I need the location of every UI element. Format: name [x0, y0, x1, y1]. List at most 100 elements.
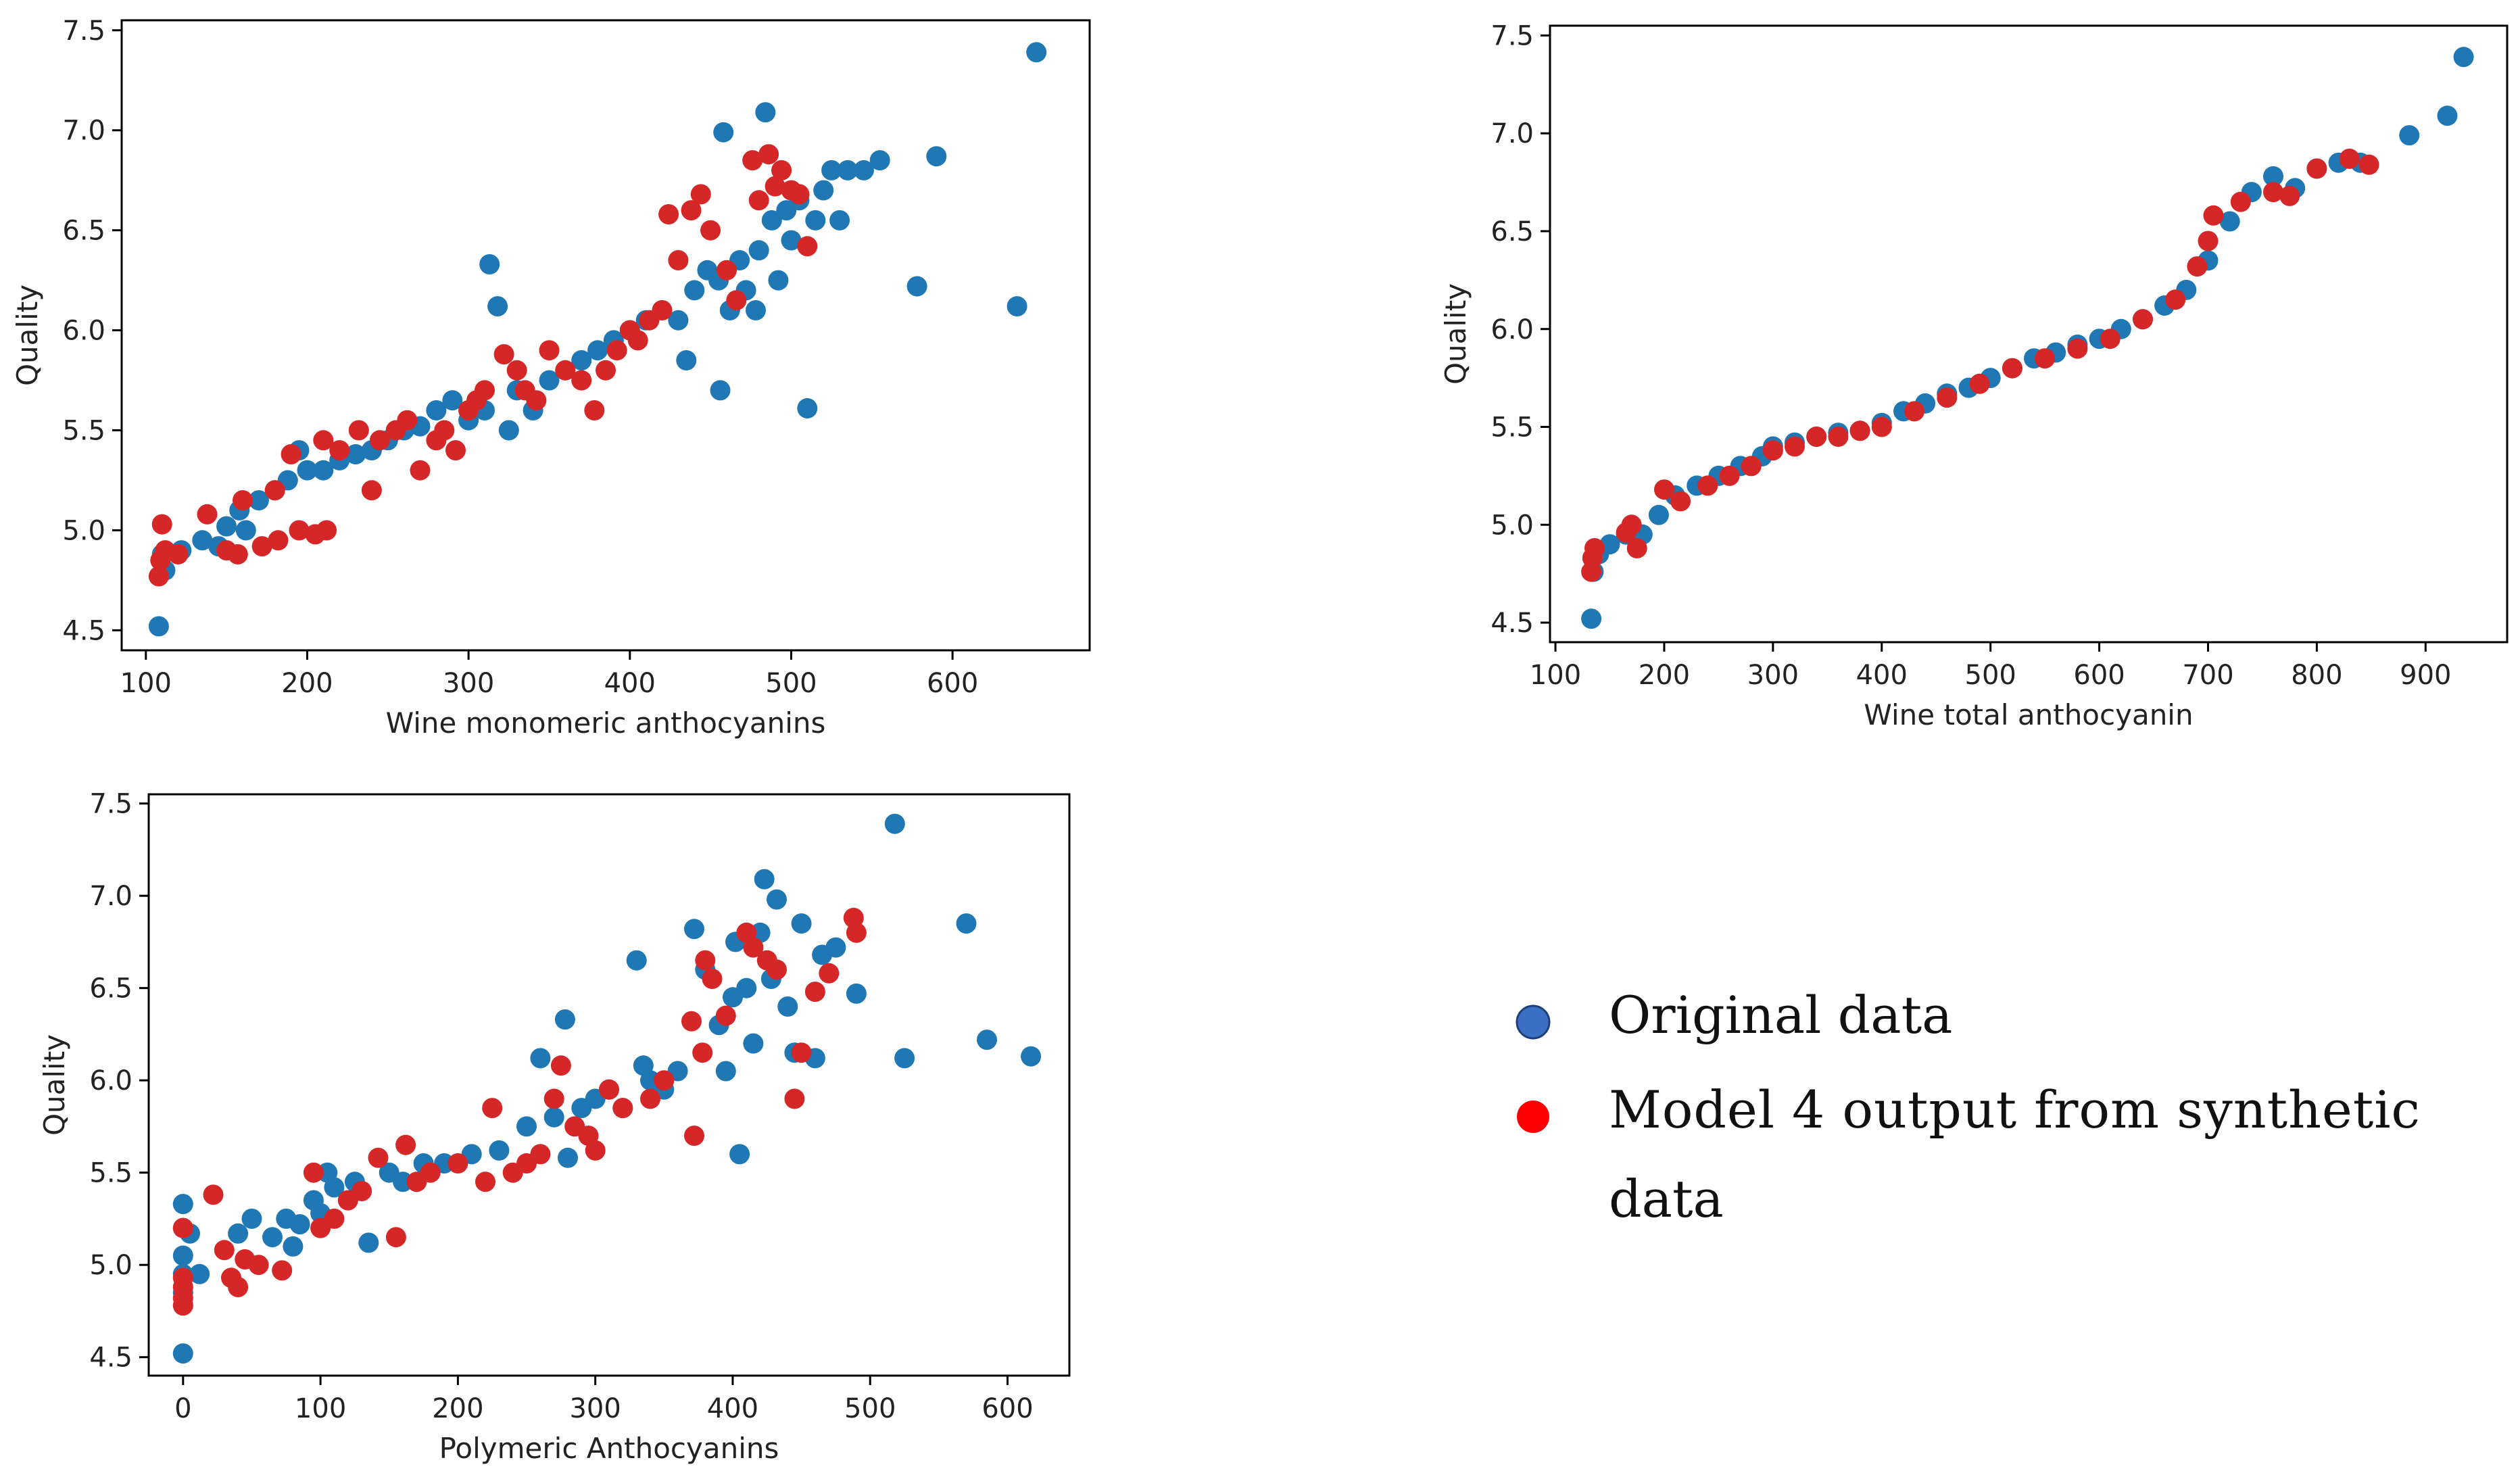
synthetic-point: [272, 1260, 293, 1281]
original-point: [668, 310, 689, 331]
original-point: [587, 340, 608, 361]
original-point: [479, 254, 500, 274]
synthetic-point: [482, 1098, 503, 1119]
chart-total-anthocyanin: 100 200 300 400 500 600 700 800 900 4.5 5.0 5.5 6.0 6…: [1439, 20, 2509, 731]
synthetic-point: [555, 360, 576, 381]
synthetic-point: [2133, 309, 2153, 330]
synthetic-point: [397, 410, 418, 431]
synthetic-point: [2100, 329, 2121, 349]
synthetic-point: [1937, 387, 1958, 408]
synthetic-point: [1762, 440, 1783, 461]
synthetic-point: [348, 420, 369, 441]
synthetic-point: [313, 430, 334, 451]
original-point: [543, 1107, 564, 1128]
synthetic-point: [420, 1162, 441, 1183]
synthetic-point: [214, 1240, 235, 1261]
synthetic-point: [1741, 456, 1762, 477]
original-point: [516, 1116, 537, 1137]
original-point: [729, 1144, 750, 1165]
synthetic-point: [197, 504, 218, 525]
synthetic-point: [2198, 231, 2219, 251]
synthetic-point: [539, 340, 560, 361]
plot-frame: [1549, 24, 2509, 644]
original-point: [956, 913, 977, 934]
synthetic-point: [475, 380, 495, 401]
original-point: [1648, 504, 1669, 525]
synthetic-point: [2263, 182, 2283, 203]
original-point: [313, 460, 334, 481]
synthetic-point: [2279, 185, 2300, 206]
synthetic-point: [445, 440, 466, 461]
synthetic-point: [765, 176, 785, 197]
y-tick-label: 6.0: [62, 316, 105, 347]
y-tick-label: 7.5: [62, 16, 105, 47]
x-tick-label: 0: [174, 1393, 191, 1424]
synthetic-point: [2230, 191, 2251, 212]
original-point: [713, 122, 734, 143]
synthetic-point: [684, 1126, 704, 1146]
synthetic-point: [742, 150, 763, 171]
synthetic-point: [627, 330, 648, 351]
chart-polymeric-anthocyanins: 0 100 200 300 400 500 600 4.5 5.0 5.5 6.0 6.5 7.0 7.5…: [38, 789, 1071, 1465]
synthetic-point: [599, 1079, 619, 1100]
synthetic-point: [475, 1171, 495, 1192]
original-point: [977, 1030, 997, 1050]
x-tick-label: 200: [1639, 660, 1690, 691]
original-point: [558, 1147, 578, 1168]
original-point: [768, 270, 789, 291]
original-point: [216, 516, 237, 537]
original-point: [838, 160, 858, 180]
synthetic-point: [571, 370, 592, 391]
original-point: [710, 380, 731, 401]
original-point: [1026, 42, 1047, 63]
y-tick-label: 6.5: [89, 973, 132, 1005]
legend-original-dot-icon: [1516, 1005, 1551, 1040]
synthetic-point: [681, 1011, 702, 1032]
synthetic-point: [281, 444, 301, 464]
original-point: [846, 983, 867, 1004]
synthetic-point: [692, 1042, 713, 1063]
chart-monomeric-anthocyanins: 100 200 300 400 500 600 4.5 5.0 5.5 6.0 6.5 7.0 7.5 W…: [11, 16, 1091, 740]
x-tick-label: 600: [927, 668, 978, 699]
original-point: [894, 1048, 915, 1069]
x-tick-label: 200: [281, 668, 333, 699]
x-tick-label: 400: [1856, 660, 1908, 691]
original-point: [821, 160, 842, 180]
plot-frame: [120, 19, 1091, 652]
original-point: [715, 1061, 736, 1082]
y-tick-label: 7.0: [89, 881, 132, 912]
original-point: [767, 889, 787, 910]
original-point: [324, 1177, 345, 1198]
synthetic-point: [329, 440, 350, 461]
synthetic-point: [233, 490, 253, 511]
x-tick-label: 700: [2182, 660, 2233, 691]
synthetic-point: [251, 536, 272, 557]
synthetic-point: [385, 1227, 406, 1248]
synthetic-point: [804, 982, 825, 1002]
synthetic-point: [652, 300, 673, 320]
synthetic-point: [784, 1088, 805, 1109]
series-original: [1581, 47, 2474, 629]
synthetic-point: [268, 530, 289, 551]
original-point: [235, 520, 256, 541]
x-tick-label: 400: [604, 668, 656, 699]
original-point: [228, 1223, 249, 1244]
synthetic-point: [2067, 338, 2088, 359]
original-point: [746, 300, 766, 320]
original-point: [148, 616, 169, 637]
y-tick-label: 4.5: [89, 1343, 132, 1374]
synthetic-point: [791, 1042, 812, 1063]
original-point: [781, 230, 802, 251]
original-point: [487, 296, 508, 317]
synthetic-point: [303, 1162, 324, 1183]
y-tick-label: 7.5: [1491, 20, 1534, 51]
synthetic-point: [715, 1005, 736, 1026]
y-tick-label: 4.5: [1491, 608, 1534, 639]
synthetic-point: [1904, 401, 1924, 422]
x-tick-label: 100: [1530, 660, 1581, 691]
series-synthetic: [172, 907, 867, 1316]
original-point: [829, 210, 850, 231]
original-point: [426, 400, 447, 420]
synthetic-point: [767, 959, 787, 980]
original-point: [853, 160, 874, 180]
